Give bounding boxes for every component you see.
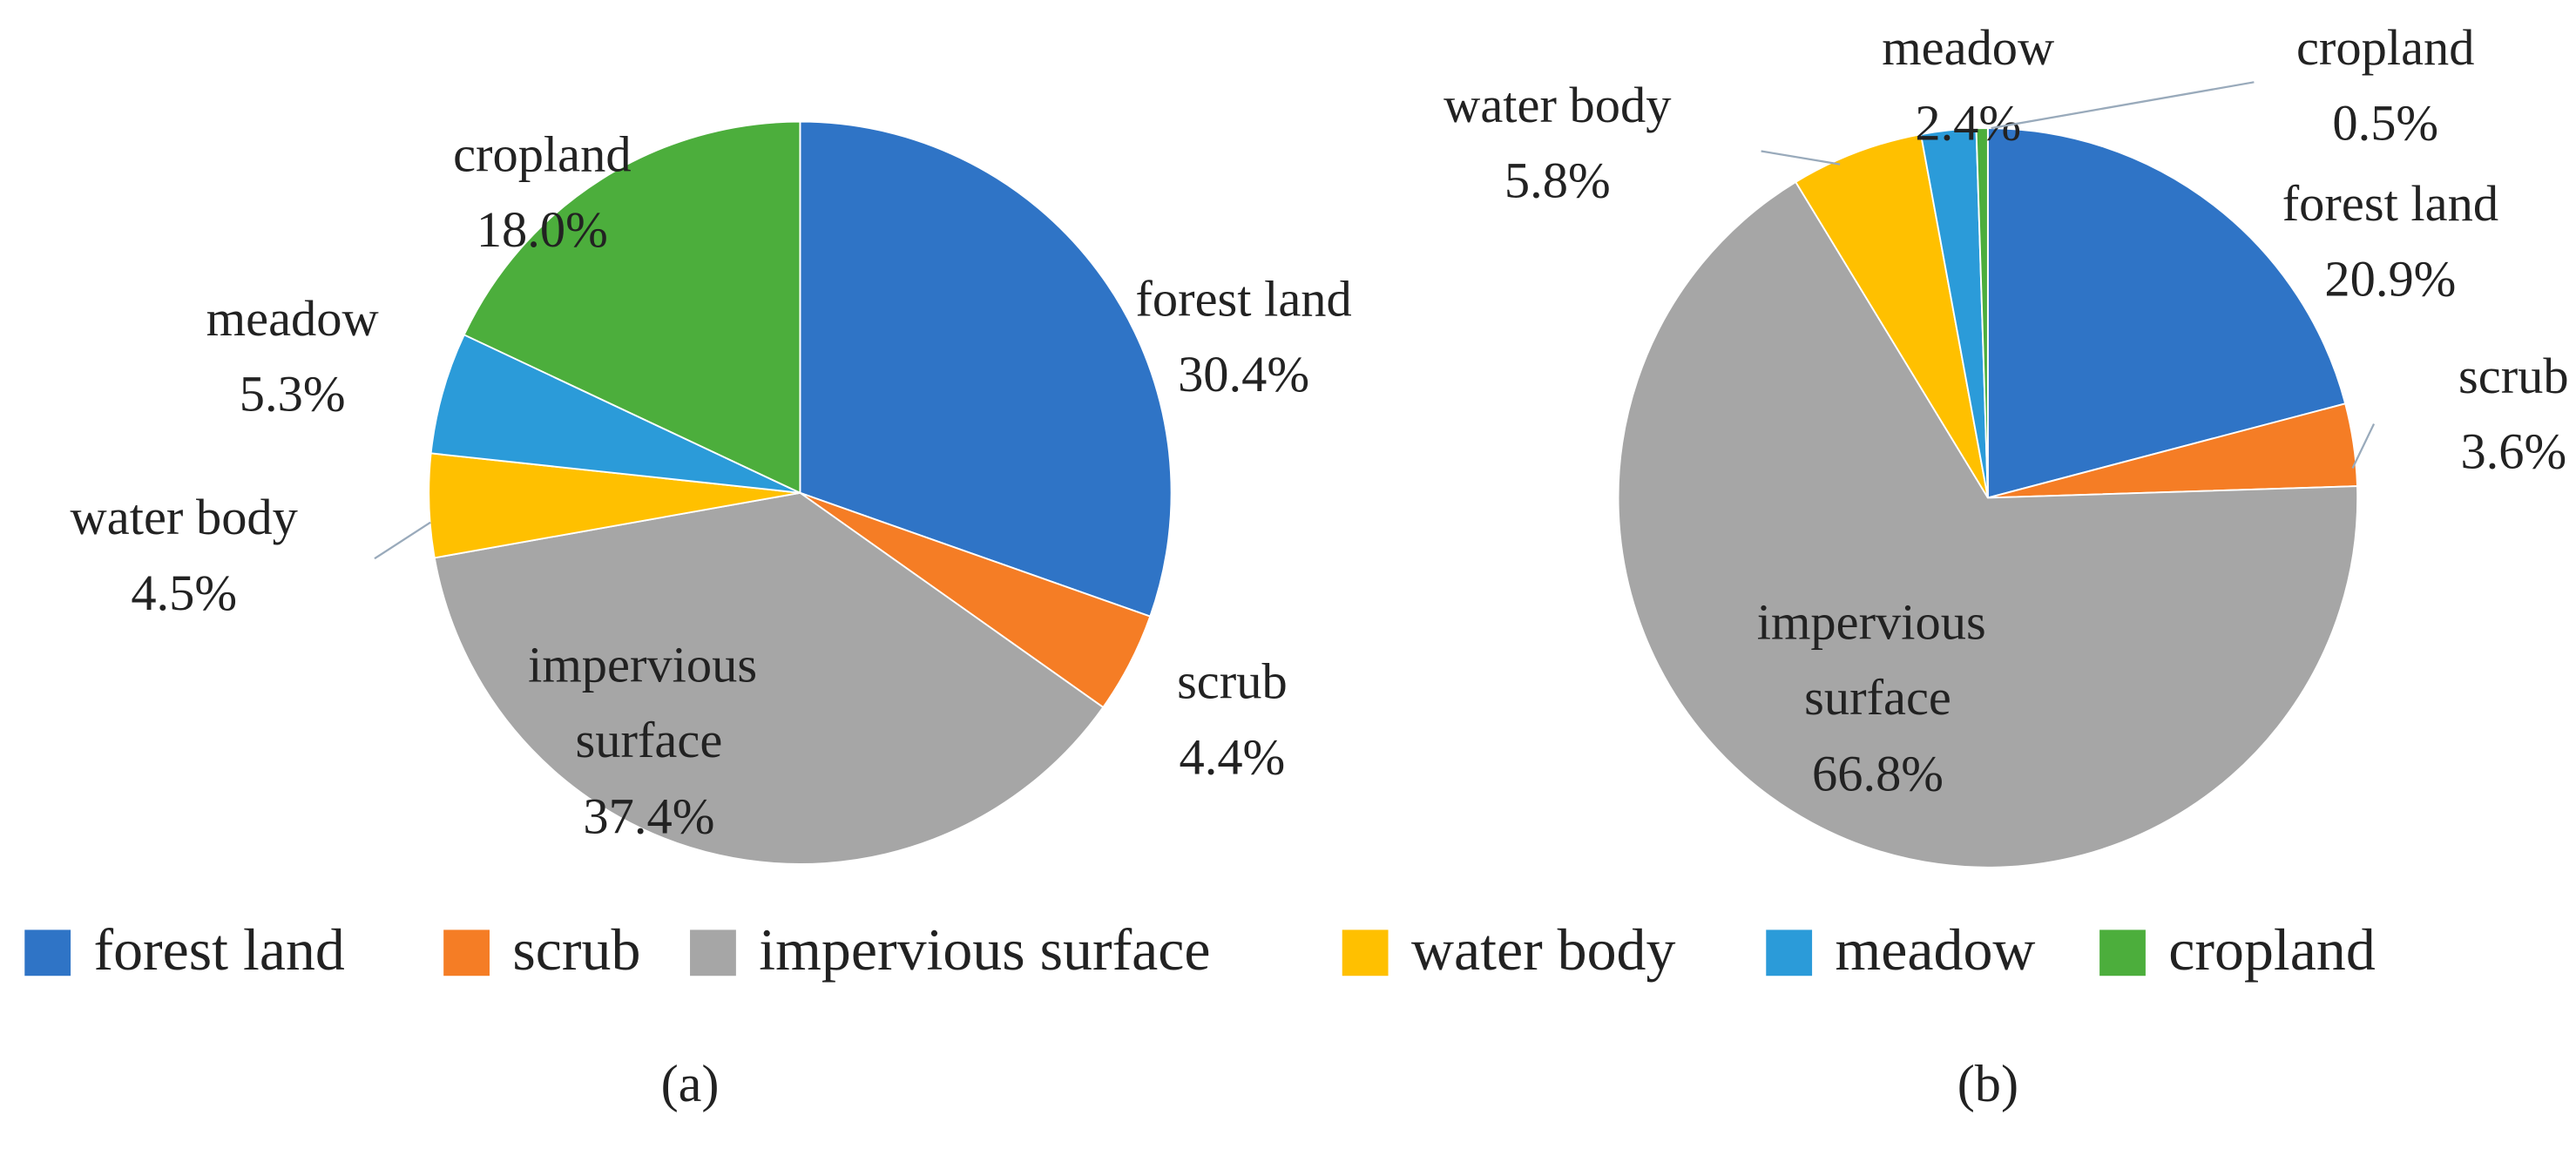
legend-label: impervious surface	[759, 917, 1210, 983]
slice-label: impervious surface	[528, 637, 770, 769]
slice-value-label: 5.3%	[240, 366, 346, 422]
pie-slice	[429, 334, 801, 494]
slice-value-label: 3.6%	[2460, 423, 2566, 480]
slice-label: cropland	[453, 125, 632, 182]
leader-line	[1991, 81, 2255, 130]
pie-slice	[799, 120, 1173, 618]
slice-value-label: 37.4%	[583, 787, 714, 844]
slice-label: scrub	[1177, 653, 1288, 710]
legend-swatch	[2099, 929, 2146, 977]
slice-label: meadow	[1882, 19, 2054, 76]
legend-label: scrub	[512, 917, 640, 983]
legend-label: cropland	[2168, 917, 2376, 983]
slice-label: forest land	[1135, 270, 1351, 327]
pie-slice	[463, 120, 801, 495]
slice-label: forest land	[2282, 175, 2498, 232]
slice-value-label: 0.5%	[2332, 95, 2438, 152]
legend-swatch	[1342, 929, 1389, 977]
slice-value-label: 66.8%	[1812, 745, 1944, 801]
slice-value-label: 30.4%	[1178, 346, 1309, 402]
leader-line	[1761, 150, 1841, 166]
slice-label: scrub	[2458, 348, 2569, 404]
legend-swatch	[443, 929, 490, 977]
slice-value-label: 4.4%	[1179, 728, 1285, 785]
slice-label: water body	[1444, 77, 1671, 133]
caption: (a)	[661, 1055, 720, 1113]
caption: (b)	[1957, 1055, 2018, 1113]
pie-slice	[433, 491, 1105, 865]
legend-swatch	[690, 929, 736, 977]
slice-label: meadow	[206, 290, 379, 347]
pie-slice	[1617, 180, 2359, 869]
leader-line	[374, 521, 431, 560]
slice-value-label: 2.4%	[1915, 95, 2021, 152]
slice-value-label: 20.9%	[2324, 251, 2456, 308]
pie-slice	[1986, 127, 2347, 499]
slice-label: cropland	[2296, 19, 2475, 76]
slice-label: water body	[71, 489, 298, 545]
legend-swatch	[1766, 929, 1813, 977]
slice-value-label: 18.0%	[477, 201, 608, 258]
slice-label: impervious surface	[1757, 594, 1999, 727]
slice-value-label: 4.5%	[131, 564, 237, 621]
legend-label: water body	[1411, 917, 1676, 983]
legend-swatch	[24, 929, 71, 977]
pie-slice	[1795, 133, 1989, 498]
legend: forest land scrub impervious surface water …	[24, 917, 2376, 983]
leader-line	[2351, 423, 2376, 469]
slice-value-label: 5.8%	[1504, 152, 1611, 209]
legend-label: meadow	[1835, 917, 2035, 983]
legend-label: forest land	[93, 917, 344, 983]
pie-slice	[1975, 127, 1989, 498]
